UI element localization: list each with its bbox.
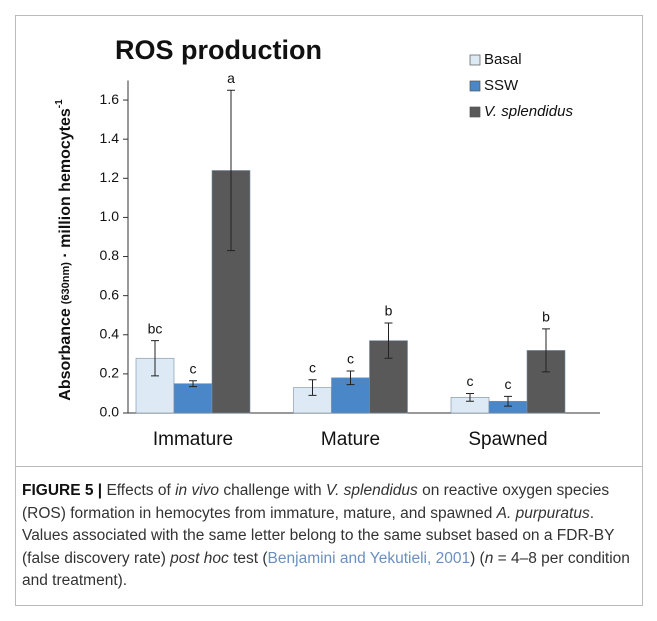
chart-title: ROS production	[115, 35, 322, 65]
bar	[173, 383, 213, 414]
caption-text: n	[484, 549, 494, 567]
y-axis-label: Absorbance (630nm) · million hemocytes-1	[54, 99, 75, 401]
caption-text: . Values associated with the same letter…	[22, 504, 615, 567]
legend-label: SSW	[484, 77, 519, 94]
y-tick-label: 1.6	[100, 91, 120, 107]
y-label-main: Absorbance	[57, 308, 74, 401]
caption-text: in vivo	[175, 482, 220, 499]
legend-label: V. splendidus	[484, 103, 573, 120]
error-bar	[542, 328, 550, 373]
caption-text: challenge with	[219, 482, 326, 499]
y-label-sub: (630nm)	[60, 262, 72, 305]
caption-label: FIGURE 5 |	[22, 482, 103, 499]
significance-letter: c	[190, 360, 197, 376]
y-tick-label: 0.6	[100, 286, 120, 302]
legend-swatch	[469, 54, 481, 66]
x-tick-label: Spawned	[468, 429, 547, 450]
caption-text: = 4–8 per condition and treatment).	[22, 549, 630, 590]
significance-letter: c	[467, 373, 474, 389]
error-bar	[227, 89, 235, 252]
y-tick-label: 0.2	[100, 365, 120, 381]
error-bar	[151, 340, 159, 377]
y-tick-label: 1.4	[100, 130, 120, 146]
significance-letter: b	[542, 309, 550, 325]
y-tick-label: 1.0	[100, 208, 120, 224]
caption-text: test (	[228, 549, 268, 567]
significance-letter: a	[227, 70, 235, 86]
significance-letter: b	[385, 303, 393, 319]
significance-letter: c	[505, 376, 512, 392]
error-bar	[189, 380, 197, 388]
error-bar	[346, 370, 355, 386]
caption-text: post hoc	[170, 549, 229, 567]
legend-label: Basal	[484, 51, 522, 68]
error-bar	[384, 322, 393, 359]
error-bar	[466, 392, 474, 402]
y-label-rest: · million hemocytes	[57, 108, 74, 262]
caption-text: V. splendidus	[325, 482, 418, 499]
y-tick-label: 0.4	[100, 325, 120, 341]
x-tick-label: Immature	[153, 429, 233, 450]
caption-text: A. purpuratus	[496, 504, 590, 522]
legend-swatch	[469, 106, 481, 118]
y-tick-label: 0.8	[100, 247, 120, 263]
error-bar	[504, 395, 512, 407]
error-bar	[308, 379, 317, 396]
y-tick-label: 0.0	[100, 404, 120, 420]
caption: FIGURE 5 | Effects of in vivo challenge …	[22, 480, 637, 593]
frame	[15, 15, 643, 606]
y-label-sup: -1	[54, 99, 65, 108]
caption-text: ) (	[470, 549, 485, 567]
significance-letter: c	[347, 351, 354, 367]
y-tick-label: 1.2	[100, 169, 120, 185]
x-tick-label: Mature	[321, 429, 380, 450]
caption-text: Effects of	[102, 482, 176, 499]
significance-letter: bc	[148, 320, 163, 336]
citation-link[interactable]: Benjamini and Yekutieli, 2001	[267, 549, 471, 567]
significance-letter: c	[309, 359, 316, 375]
legend-swatch	[469, 80, 481, 92]
caption-text: on reactive oxygen species (ROS) formati…	[22, 482, 610, 522]
